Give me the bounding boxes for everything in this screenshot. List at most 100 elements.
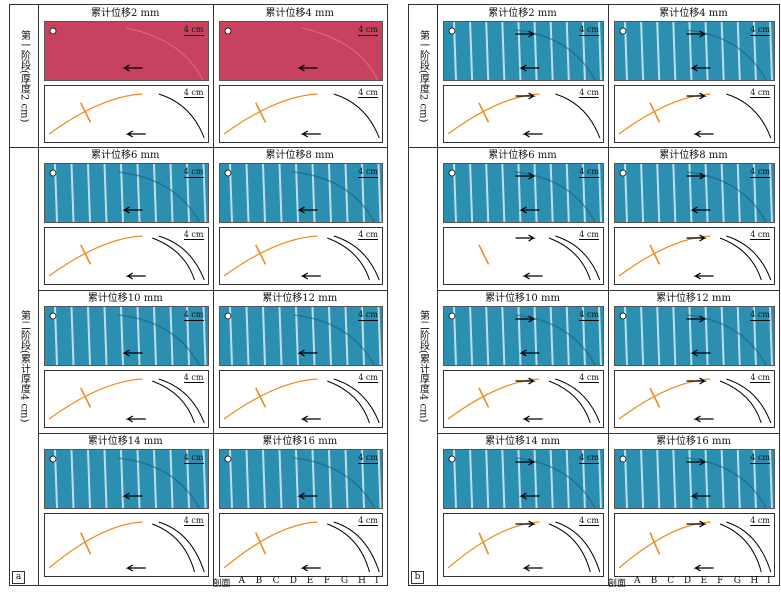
figure-panel-a: 第一阶段(厚度2 cm) 第二阶段(累计厚度4 cm) 累计位移2 mm 4 cm 4 … xyxy=(9,4,388,589)
divider xyxy=(212,5,214,585)
scale-bar xyxy=(750,97,770,98)
scale-bar xyxy=(750,525,770,526)
scale-bar-label: 4 cm xyxy=(579,453,599,462)
profile-label: C xyxy=(667,576,675,586)
scale-bar xyxy=(750,382,770,383)
scale-bar xyxy=(183,239,204,240)
interpretation-sketch: 4 cm xyxy=(614,513,775,577)
scale-bar xyxy=(750,239,770,240)
profile-label: A xyxy=(634,576,641,586)
experiment-photo: 4 cm xyxy=(614,449,775,509)
interpretation-sketch: 4 cm xyxy=(218,370,383,428)
experiment-photo: 4 cm xyxy=(443,163,604,223)
profile-label: D xyxy=(683,576,692,586)
scale-bar xyxy=(579,382,599,383)
scale-bar xyxy=(579,97,599,98)
scale-bar xyxy=(358,35,378,36)
interpretation-sketch: 4 cm xyxy=(44,85,209,143)
scale-bar-label: 4 cm xyxy=(750,88,770,97)
scale-bar xyxy=(750,177,770,178)
scale-bar-label: 4 cm xyxy=(579,310,599,319)
interpretation-sketch: 4 cm xyxy=(443,227,604,285)
profile-prefix: 剖面 xyxy=(608,579,627,589)
cell-title: 累计位移2 mm xyxy=(90,8,160,19)
scale-bar-label: 4 cm xyxy=(183,453,204,462)
divider xyxy=(437,433,779,434)
scale-bar xyxy=(579,177,599,178)
scale-bar-label: 4 cm xyxy=(358,516,378,525)
profile-label: F xyxy=(323,576,331,586)
scale-bar xyxy=(750,320,770,321)
scale-bar-label: 4 cm xyxy=(358,310,378,319)
scale-bar-label: 4 cm xyxy=(358,230,378,239)
divider xyxy=(38,433,387,434)
profile-label: G xyxy=(733,576,741,586)
cell-title: 累计位移6 mm xyxy=(488,150,557,161)
experiment-photo: 4 cm xyxy=(443,21,604,81)
profile-label: H xyxy=(357,576,366,586)
profile-label: B xyxy=(650,576,658,586)
divider xyxy=(608,5,609,585)
interpretation-sketch: 4 cm xyxy=(218,227,383,285)
scale-bar-label: 4 cm xyxy=(358,167,378,176)
divider xyxy=(38,290,387,291)
scale-bar-label: 4 cm xyxy=(358,25,378,34)
profile-prefix: 剖面 xyxy=(212,579,231,589)
scale-bar-label: 4 cm xyxy=(579,373,599,382)
interpretation-sketch: 4 cm xyxy=(44,370,209,428)
scale-bar-label: 4 cm xyxy=(183,167,204,176)
divider xyxy=(10,147,387,148)
scale-bar-label: 4 cm xyxy=(358,453,378,462)
scale-bar xyxy=(358,239,378,240)
scale-bar-label: 4 cm xyxy=(358,373,378,382)
scale-bar xyxy=(358,320,378,321)
interpretation-sketch: 4 cm xyxy=(44,513,209,577)
stage-label: 第二阶段(累计厚度4 cm) xyxy=(18,309,30,423)
scale-bar xyxy=(358,382,378,383)
profile-label: D xyxy=(289,576,297,586)
cell-title: 累计位移8 mm xyxy=(265,150,334,161)
stage-label: 第一阶段(厚度2 cm) xyxy=(18,29,30,123)
panel-letter: a xyxy=(12,571,25,584)
cell-title: 累计位移10 mm xyxy=(485,293,560,304)
experiment-photo: 4 cm xyxy=(218,449,383,509)
experiment-photo: 4 cm xyxy=(44,306,209,366)
interpretation-sketch: 4 cm xyxy=(614,227,775,285)
scale-bar-label: 4 cm xyxy=(183,516,204,525)
scale-bar-label: 4 cm xyxy=(183,88,204,97)
experiment-photo: 4 cm xyxy=(218,163,383,223)
scale-bar-label: 4 cm xyxy=(183,373,204,382)
experiment-photo: 4 cm xyxy=(614,163,775,223)
profile-label: E xyxy=(700,576,708,586)
scale-bar xyxy=(579,525,599,526)
scale-bar-label: 4 cm xyxy=(183,230,204,239)
scale-bar-label: 4 cm xyxy=(750,453,770,462)
interpretation-sketch: 4 cm xyxy=(614,370,775,428)
interpretation-sketch: 4 cm xyxy=(44,227,209,285)
scale-bar-label: 4 cm xyxy=(579,25,599,34)
scale-bar xyxy=(750,463,770,464)
experiment-photo: 4 cm xyxy=(443,449,604,509)
scale-bar-label: 4 cm xyxy=(183,25,204,34)
stage-label: 第一阶段(厚度2 cm) xyxy=(417,29,429,123)
scale-bar-label: 4 cm xyxy=(750,310,770,319)
scale-bar xyxy=(579,35,599,36)
experiment-photo: 4 cm xyxy=(218,306,383,366)
scale-bar xyxy=(750,35,770,36)
interpretation-sketch: 4 cm xyxy=(443,513,604,577)
profile-label: E xyxy=(306,576,314,586)
interpretation-sketch: 4 cm xyxy=(614,85,775,143)
cell-title: 累计位移4 mm xyxy=(265,8,334,19)
experiment-photo: 4 cm xyxy=(614,21,775,81)
scale-bar-label: 4 cm xyxy=(579,88,599,97)
scale-bar xyxy=(579,463,599,464)
scale-bar-label: 4 cm xyxy=(750,167,770,176)
scale-bar xyxy=(358,525,378,526)
scale-bar-label: 4 cm xyxy=(750,230,770,239)
profile-label: B xyxy=(255,576,263,586)
cell-title: 累计位移4 mm xyxy=(659,8,728,19)
cell-title: 累计位移6 mm xyxy=(90,150,160,161)
profile-label: I xyxy=(767,576,771,586)
cell-title: 累计位移8 mm xyxy=(659,150,728,161)
scale-bar xyxy=(579,239,599,240)
